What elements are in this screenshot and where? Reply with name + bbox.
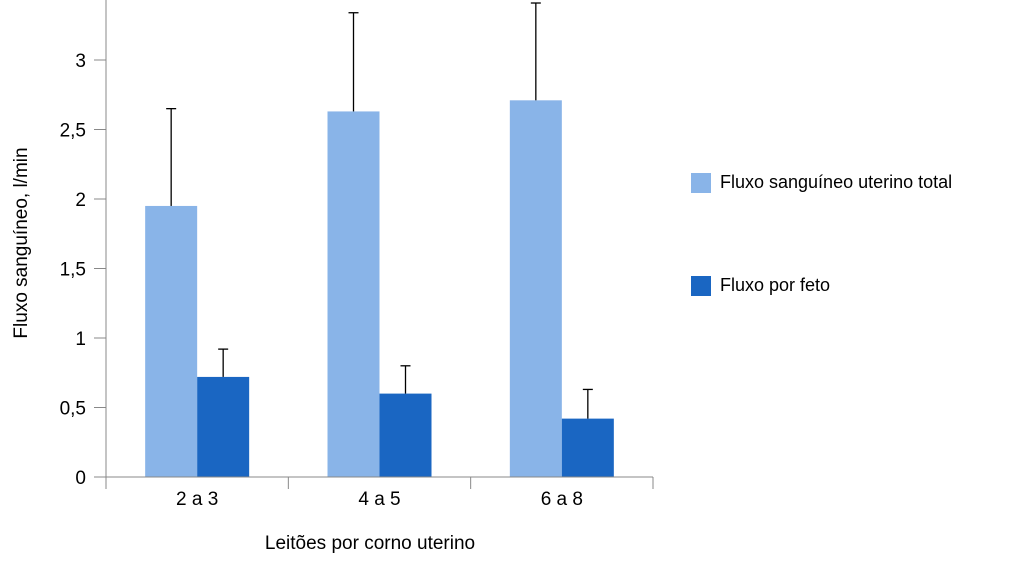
legend-item-total: Fluxo sanguíneo uterino total [691,172,952,193]
bar-1-0 [197,376,250,477]
labels-group: 2 a 3 4 a 5 6 a 8 0 0,5 1 1,5 2 2,5 3 Leitões por … [11,51,583,554]
y-tick-label: 1 [75,329,86,350]
bar-1-1 [379,393,432,477]
x-tick-label: 6 a 8 [541,489,583,510]
bar-0-1 [327,111,380,478]
axes-group [94,0,654,489]
y-tick-label: 3 [75,51,86,72]
bar-0-2 [509,100,562,477]
y-tick-label: 2,5 [60,121,86,142]
x-tick-label: 2 a 3 [176,489,218,510]
bars-group [145,2,614,478]
y-tick-label: 2 [75,190,86,211]
legend-swatch-per-fetus [691,275,711,296]
y-axis-title: Fluxo sanguíneo, l/min [11,147,32,338]
y-tick-label: 1,5 [60,260,86,281]
bar-1-2 [561,418,614,477]
legend-item-per-fetus: Fluxo por feto [691,275,830,296]
y-tick-label: 0 [75,468,86,489]
legend-swatch-total [691,172,711,193]
y-tick-label: 0,5 [60,399,86,420]
legend-label-per-fetus: Fluxo por feto [720,275,831,295]
x-axis-title: Leitões por corno uterino [265,533,475,554]
legend-label-total: Fluxo sanguíneo uterino total [720,172,953,192]
x-tick-label: 4 a 5 [358,489,400,510]
bar-0-0 [145,205,198,477]
